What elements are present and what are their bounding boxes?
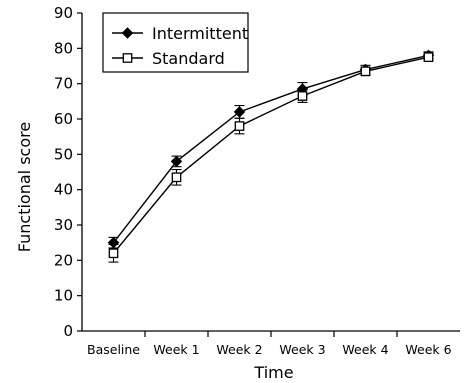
y-tick-label: 60: [54, 110, 73, 128]
y-tick-label: 70: [54, 75, 73, 93]
series-intermittent: [107, 49, 435, 249]
y-tick-label: 0: [63, 322, 73, 340]
legend-label: Standard: [152, 49, 225, 68]
x-tick-label: Week 2: [216, 342, 262, 357]
marker-square: [171, 172, 182, 183]
x-tick-label: Week 3: [279, 342, 325, 357]
x-tick-label: Baseline: [87, 342, 140, 357]
y-tick-label: 20: [54, 251, 73, 269]
marker-diamond: [121, 27, 134, 39]
series-line: [112, 54, 429, 244]
y-axis-label: Functional score: [15, 122, 34, 252]
marker-square: [234, 121, 245, 131]
y-tick-label: 40: [54, 181, 73, 199]
marker-square: [122, 53, 133, 63]
x-tick-label: Week 1: [153, 342, 199, 357]
x-tick-label: Week 4: [342, 342, 388, 357]
marker-square: [297, 91, 308, 101]
marker-square: [423, 52, 434, 63]
legend-box: [102, 12, 249, 73]
x-tick-label: Week 6: [405, 342, 451, 357]
y-tick-label: 10: [54, 287, 73, 305]
series-layer: [107, 49, 435, 263]
y-tick-label: 30: [54, 216, 73, 234]
series-standard: [108, 52, 434, 263]
y-tick-label: 80: [54, 39, 73, 57]
y-tick-label: 50: [54, 145, 73, 163]
y-tick-label: 90: [54, 4, 73, 22]
marker-square: [108, 248, 119, 259]
axes: 0 10 20 30 40 50 60 70 80 90 Baseline Week 1 Week 2 W…: [54, 4, 460, 357]
series-line: [112, 56, 429, 254]
legend: Intermittent Standard: [102, 12, 249, 73]
marker-diamond: [170, 155, 183, 168]
x-axis-label: Time: [253, 363, 293, 382]
legend-label: Intermittent: [152, 24, 248, 43]
marker-square: [360, 66, 371, 77]
marker-diamond: [233, 106, 246, 118]
